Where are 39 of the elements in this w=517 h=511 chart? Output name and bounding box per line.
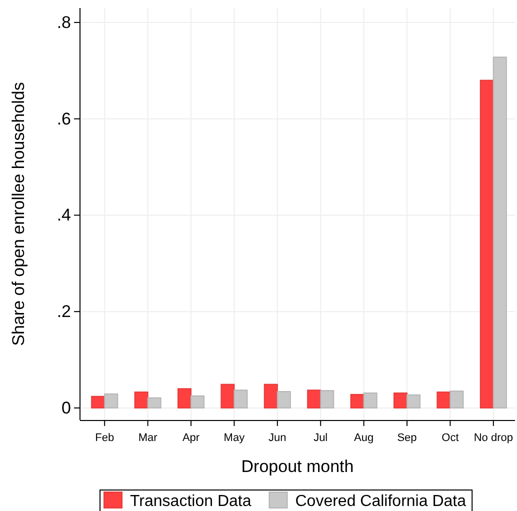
bar xyxy=(492,56,507,408)
bar xyxy=(190,395,204,408)
bar xyxy=(307,390,322,408)
bar xyxy=(406,394,420,408)
y-tick-label: .6 xyxy=(56,109,71,128)
x-tick-label: Mar xyxy=(138,432,158,444)
bar xyxy=(350,394,364,408)
y-tick-label: .2 xyxy=(56,302,71,322)
x-tick-label: Aug xyxy=(354,432,374,444)
legend-label: Transaction Data xyxy=(130,493,252,510)
bar xyxy=(178,388,192,408)
bar xyxy=(276,391,291,408)
bar xyxy=(450,390,464,408)
y-axis-title: Share of open enrollee households xyxy=(9,82,28,346)
x-tick-label: Jul xyxy=(314,432,328,444)
y-tick-label: .8 xyxy=(56,12,71,32)
x-tick-label: No drop xyxy=(474,432,513,444)
bar xyxy=(320,390,334,408)
bar xyxy=(436,392,451,408)
bar xyxy=(363,392,378,408)
legend-label: Covered California Data xyxy=(295,493,466,510)
bar xyxy=(264,384,278,408)
x-tick-label: Apr xyxy=(182,432,200,444)
y-tick-label: .4 xyxy=(56,206,71,225)
x-tick-label: May xyxy=(224,432,246,444)
bar xyxy=(234,390,248,408)
bar xyxy=(480,80,494,408)
x-tick-label: Oct xyxy=(442,432,459,444)
x-tick-label: Jun xyxy=(268,432,286,444)
bar xyxy=(104,393,118,408)
x-tick-label: Feb xyxy=(95,432,114,444)
bar xyxy=(134,392,148,408)
bar xyxy=(147,397,162,408)
bar xyxy=(91,396,106,408)
bar xyxy=(220,384,235,408)
x-axis-title: Dropout month xyxy=(241,457,354,476)
bar xyxy=(394,392,408,408)
y-tick-label: 0 xyxy=(62,398,71,418)
x-tick-label: Sep xyxy=(397,432,417,444)
